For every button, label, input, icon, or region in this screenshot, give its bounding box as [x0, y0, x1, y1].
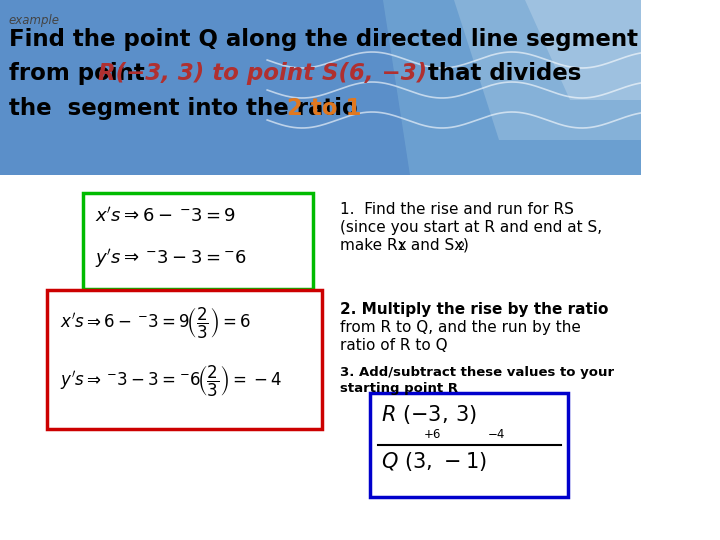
Text: $y's \Rightarrow\,{}^{-}3 - 3 = {}^{-}6$: $y's \Rightarrow\,{}^{-}3 - 3 = {}^{-}6$ [95, 247, 248, 270]
Text: starting point R: starting point R [341, 382, 458, 395]
Text: make Rx: make Rx [341, 238, 407, 253]
Polygon shape [383, 0, 642, 175]
Text: 2 to 1: 2 to 1 [287, 97, 361, 120]
FancyBboxPatch shape [371, 393, 568, 497]
Polygon shape [454, 0, 642, 140]
Text: example: example [9, 14, 60, 27]
Text: R(−3, 3) to point S(6, −3): R(−3, 3) to point S(6, −3) [98, 62, 427, 85]
Text: and Sx: and Sx [406, 238, 464, 253]
Text: 1.  Find the rise and run for RS: 1. Find the rise and run for RS [341, 202, 574, 217]
Text: 2. Multiply the rise by the ratio: 2. Multiply the rise by the ratio [341, 302, 608, 317]
Text: $Q\ (3,\, -1)$: $Q\ (3,\, -1)$ [381, 450, 487, 473]
Text: −4: −4 [488, 428, 505, 441]
Text: $R\ (-3,\, 3)$: $R\ (-3,\, 3)$ [381, 403, 477, 426]
FancyBboxPatch shape [48, 290, 323, 429]
FancyBboxPatch shape [83, 193, 313, 289]
Text: $x's \Rightarrow 6 -\,{}^{-}3 = 9\!\left(\dfrac{2}{3}\right) = 6$: $x's \Rightarrow 6 -\,{}^{-}3 = 9\!\left… [60, 306, 251, 341]
Text: Find the point Q along the directed line segment: Find the point Q along the directed line… [9, 28, 638, 51]
Text: from point: from point [9, 62, 153, 85]
Text: $y's \Rightarrow\,{}^{-}3 - 3 = {}^{-}6\!\left(\dfrac{2}{3}\right) = -4$: $y's \Rightarrow\,{}^{-}3 - 3 = {}^{-}6\… [60, 364, 282, 399]
Text: ratio of R to Q: ratio of R to Q [341, 338, 448, 353]
Text: 3. Add/subtract these values to your: 3. Add/subtract these values to your [341, 366, 614, 379]
Polygon shape [526, 0, 642, 100]
FancyBboxPatch shape [0, 0, 642, 175]
Text: 1: 1 [398, 242, 405, 252]
Text: $x's \Rightarrow 6 -\,{}^{-}3 = 9$: $x's \Rightarrow 6 -\,{}^{-}3 = 9$ [95, 207, 236, 226]
Text: ): ) [463, 238, 469, 253]
Text: the  segment into the ratio: the segment into the ratio [9, 97, 366, 120]
Text: that divides: that divides [420, 62, 582, 85]
Text: (since you start at R and end at S,: (since you start at R and end at S, [341, 220, 603, 235]
Text: +6: +6 [424, 428, 441, 441]
Text: from R to Q, and the run by the: from R to Q, and the run by the [341, 320, 581, 335]
Text: 2: 2 [457, 242, 464, 252]
